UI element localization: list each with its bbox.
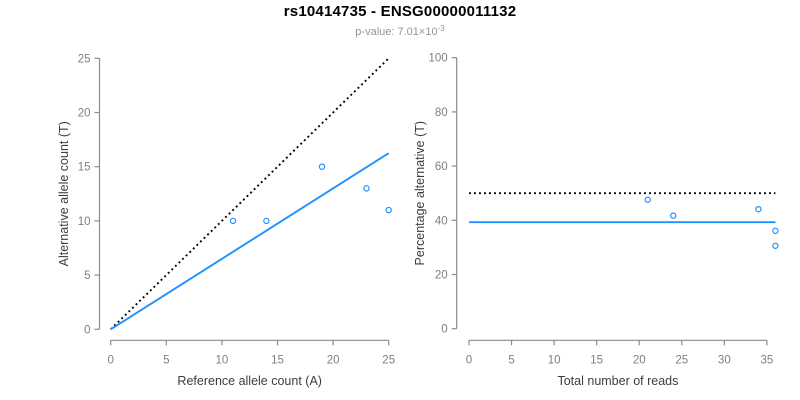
chart-allele-counts: 0 5 10 15 20 25 0 5 10 15 20 25 Reference allele cou…: [57, 53, 395, 388]
identity-line: [110, 57, 390, 330]
y-tick-label: 20: [435, 270, 448, 282]
data-point: [644, 196, 651, 203]
x-tick-label: 20: [633, 354, 646, 366]
x-tick-label: 30: [718, 354, 731, 366]
y-tick-label: 0: [84, 324, 90, 336]
p-value-text: p-value: 7.01×10: [355, 26, 438, 38]
data-point: [772, 242, 779, 249]
data-point: [363, 185, 370, 192]
data-point: [229, 217, 237, 225]
x-tick-label: 10: [216, 354, 229, 366]
data-point: [318, 163, 326, 170]
x-tick-label: 5: [508, 354, 514, 366]
y-tick-label: 40: [435, 215, 448, 227]
y-tick-label: 100: [429, 53, 448, 65]
data-point: [772, 227, 779, 235]
y-axis-title: Percentage alternative (T): [413, 121, 427, 266]
page-title: rs10414735 - ENSG00000011132: [283, 3, 517, 20]
y-tick-label: 80: [435, 107, 448, 119]
x-axis-title: Total number of reads: [557, 374, 678, 388]
x-tick-label: 0: [107, 354, 113, 366]
y-tick-label: 20: [78, 108, 91, 120]
y-tick-label: 0: [441, 324, 447, 336]
chart-percentage-alternative: 0 5 10 15 20 25 30 35 0 20 40 60 80 100 Total number o…: [413, 53, 779, 388]
x-tick-label: 25: [675, 354, 688, 366]
data-point: [263, 217, 270, 225]
fit-line: [110, 152, 390, 331]
x-axis-title: Reference allele count (A): [177, 374, 322, 388]
data-point: [670, 212, 677, 219]
x-tick-label: 25: [382, 354, 395, 366]
y-tick-label: 5: [84, 270, 90, 282]
x-tick-label: 15: [271, 354, 284, 366]
p-value-subtitle: p-value: 7.01×10-3: [0, 24, 800, 38]
y-tick-label: 10: [78, 216, 91, 228]
x-tick-label: 20: [327, 354, 340, 366]
x-tick-label: 5: [163, 354, 169, 366]
y-axis-title: Alternative allele count (T): [57, 121, 71, 266]
y-tick-label: 60: [435, 161, 448, 173]
x-tick-label: 15: [590, 354, 603, 366]
x-tick-label: 35: [760, 354, 773, 366]
x-tick-label: 10: [548, 354, 561, 366]
p-value-exponent: -3: [437, 24, 445, 33]
y-tick-label: 25: [78, 53, 91, 65]
data-point: [385, 206, 392, 214]
x-tick-label: 0: [466, 354, 472, 366]
data-point: [755, 205, 762, 213]
y-tick-label: 15: [78, 162, 91, 174]
